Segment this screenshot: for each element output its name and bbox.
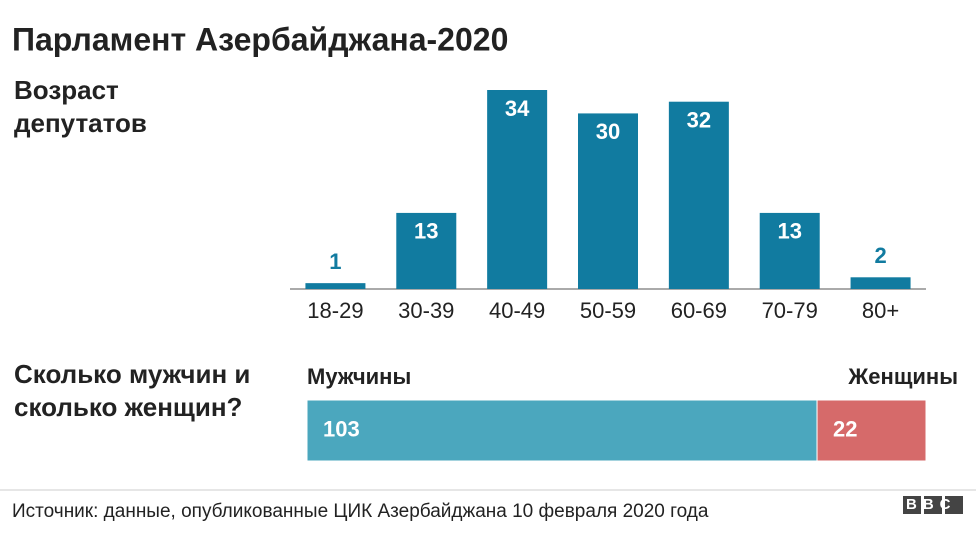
bar [396,212,457,289]
x-tick-label: 60-69 [671,298,727,323]
legend-label: Женщины [847,364,958,389]
bar [578,113,638,289]
bar [305,283,366,289]
x-tick-label: 50-59 [580,298,636,323]
chart-title: Возраст депутатов [14,75,147,138]
value-label: 13 [414,219,438,244]
legend-label: Мужчины [307,364,411,389]
value-label: 32 [687,108,711,133]
value-label: 1 [329,249,341,274]
bar-segment [306,399,818,462]
value-label: 103 [323,416,360,441]
value-label: 13 [777,219,801,244]
bar [759,212,820,289]
bar [668,101,729,290]
bar [850,277,911,289]
logo-boxes [903,496,966,514]
value-label: 22 [833,416,857,441]
x-tick-label: 30-39 [398,298,454,323]
x-tick-label: 18-29 [307,298,363,323]
x-tick-label: 40-49 [489,298,545,323]
logo: BBC [906,496,957,513]
x-tick-label: 80+ [862,298,899,323]
value-label: 34 [505,96,530,121]
chart-title: Сколько мужчин и сколько женщин? [14,359,251,422]
page-title: Парламент Азербайджана-2020 [12,21,508,57]
value-label: 30 [596,119,620,144]
bar-segment [816,399,927,462]
source: Источник: данные, опубликованные ЦИК Азе… [12,501,709,522]
value-label: 2 [874,243,886,268]
bar [487,90,548,289]
x-tick-label: 70-79 [762,298,818,323]
